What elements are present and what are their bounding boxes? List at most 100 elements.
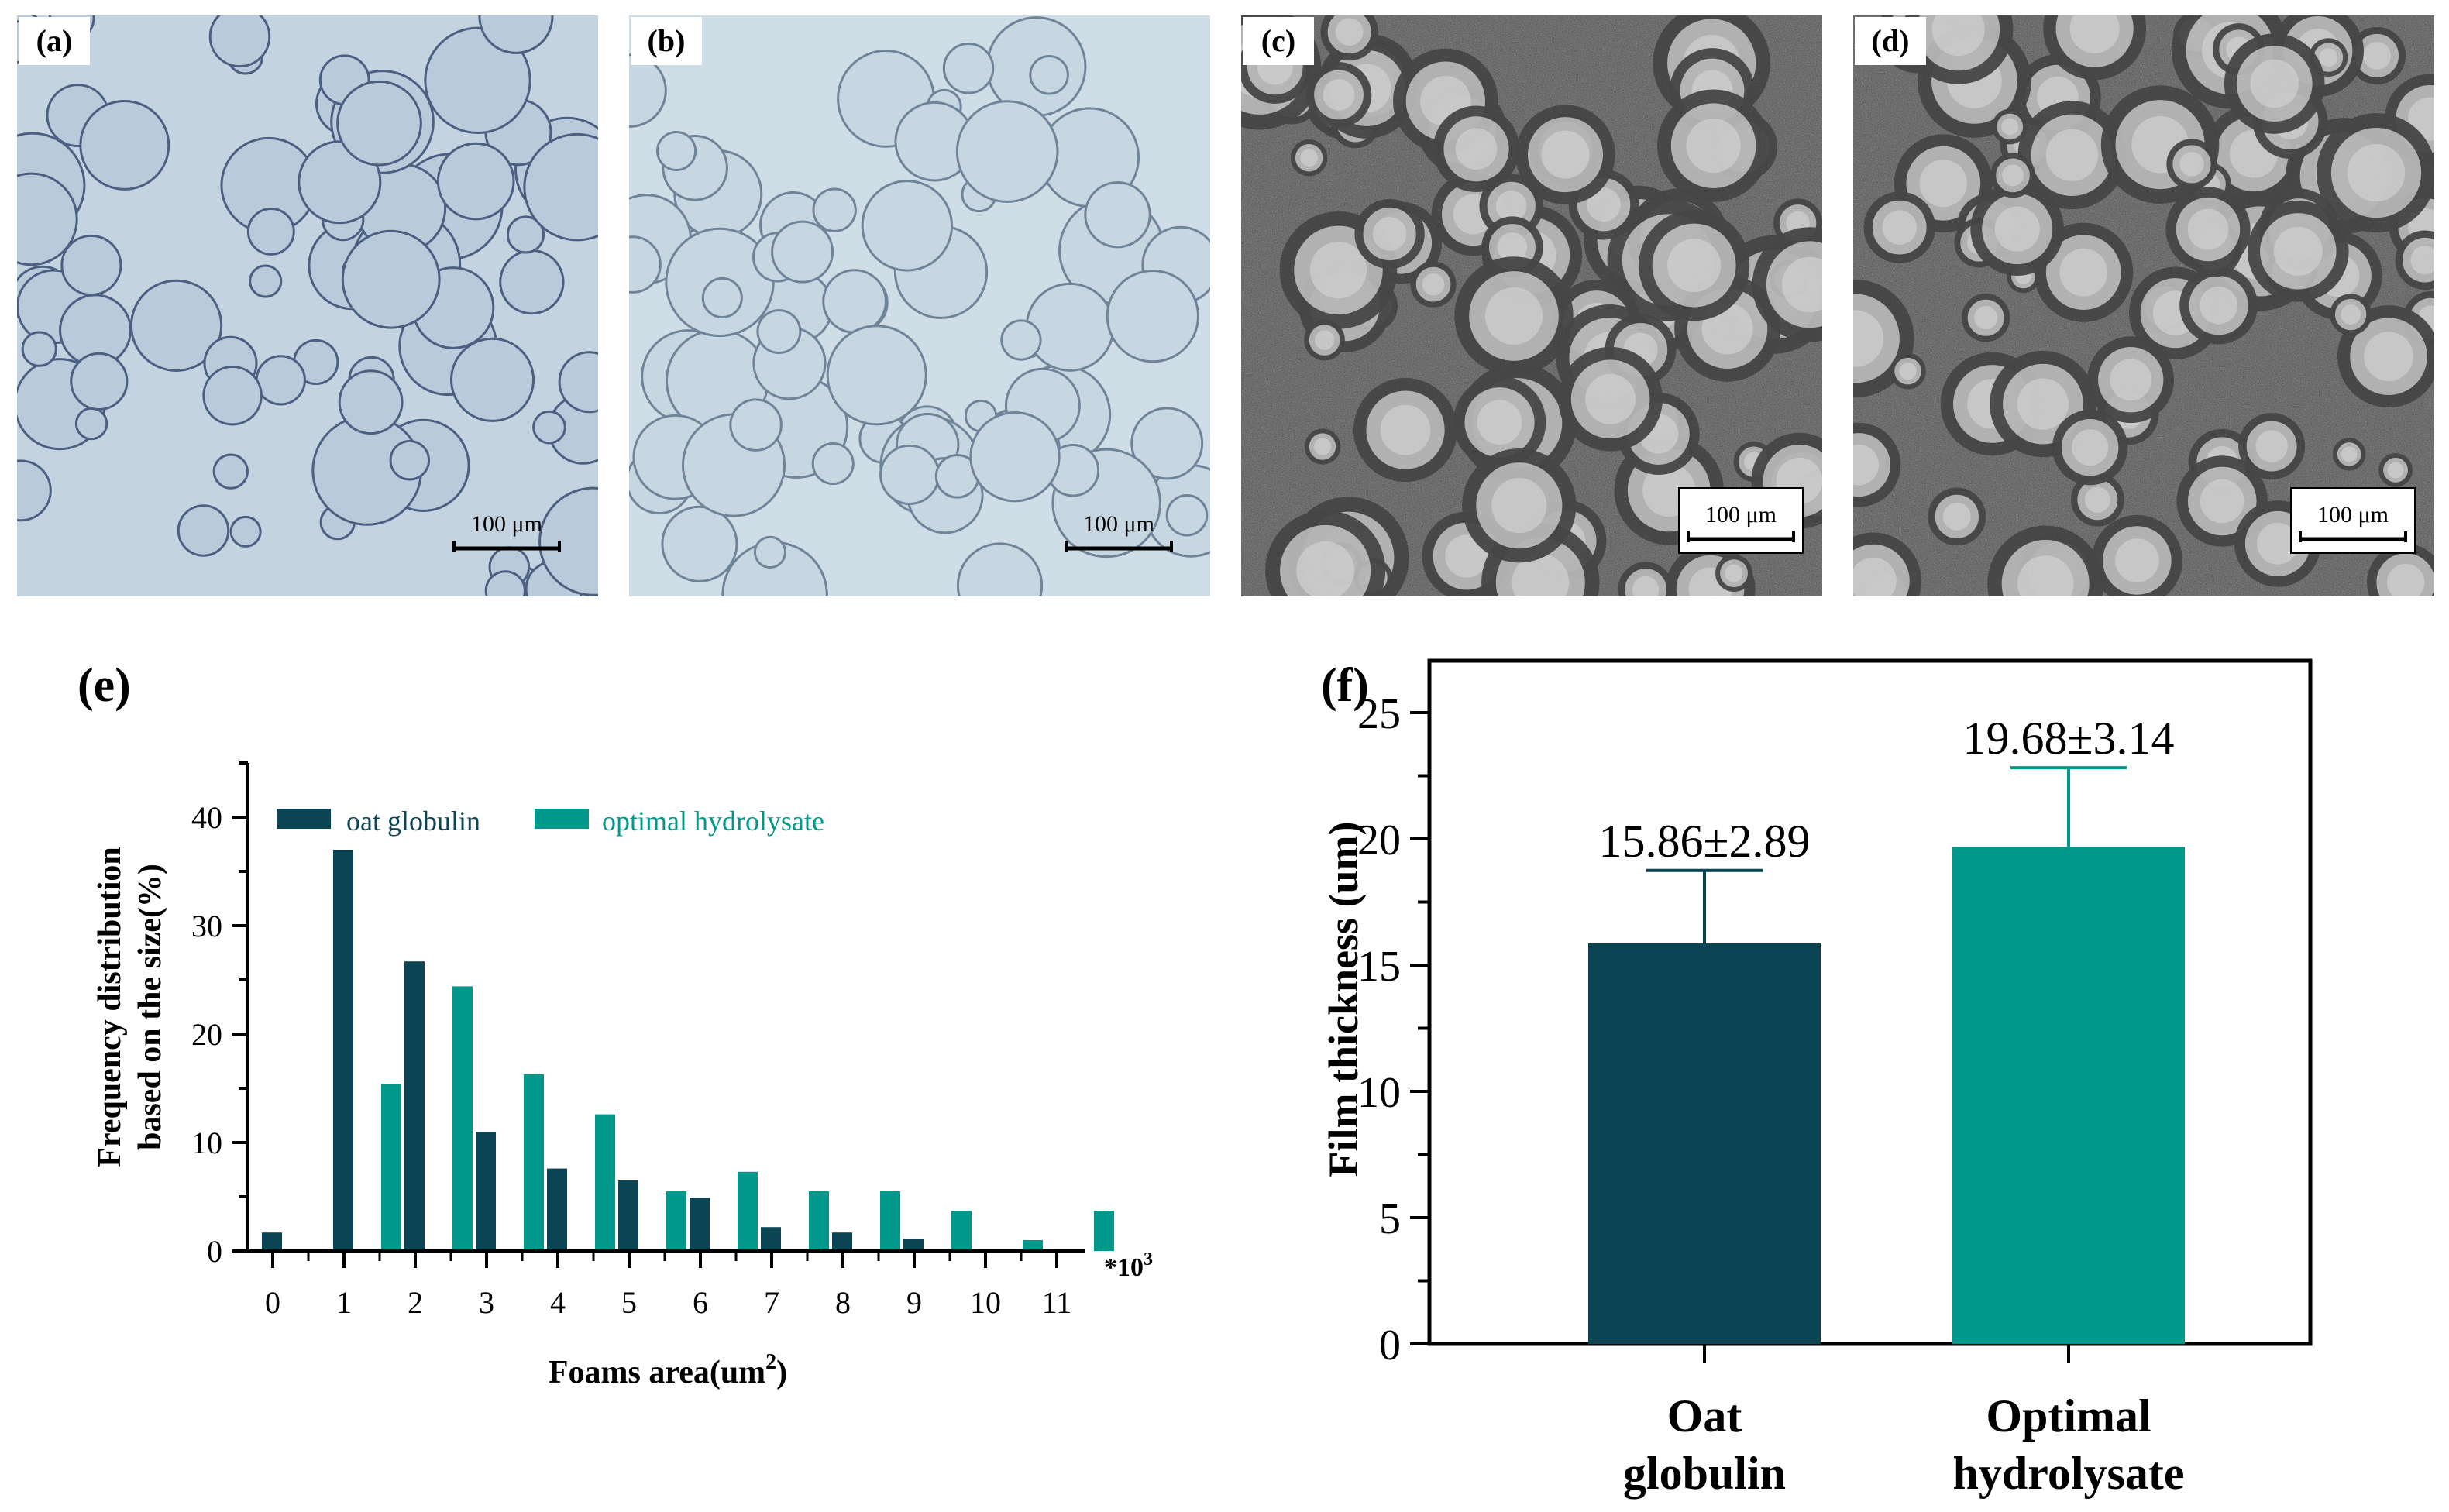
bar-annotation: 19.68±3.14 — [1963, 713, 2175, 764]
bar-optimal-hydrolysate-5 — [666, 1191, 686, 1251]
x-tick-label: 7 — [764, 1285, 779, 1320]
foam-bubble — [1000, 319, 1042, 361]
foam-bubble — [424, 26, 531, 135]
x-tick-label: 11 — [1042, 1285, 1072, 1320]
foam-bubble — [17, 459, 52, 522]
y-tick-label: 20 — [1357, 816, 1401, 864]
bar-oat — [1588, 943, 1821, 1344]
foam-bubble — [756, 309, 802, 354]
size-distribution-chart: (e) 0 10 20 30 40 0 1 2 3 4 5 6 7 8 9 10 11 oat globuli… — [77, 659, 1153, 1390]
foam-bubble — [484, 570, 526, 596]
foam-bubble — [826, 325, 927, 426]
foam-bubble — [74, 407, 108, 441]
foam-bubble — [208, 15, 271, 68]
foam-bubble — [771, 220, 834, 284]
bar-optimal-hydrolysate-3 — [524, 1074, 544, 1251]
foam-bubble — [532, 410, 566, 445]
micrograph-a: (a) 100 μm — [17, 15, 598, 596]
panel-label-box — [19, 17, 90, 65]
foam-bubble — [812, 187, 857, 232]
y-tick-label: 0 — [1379, 1321, 1401, 1369]
micrograph-b: (b) 100 μm — [629, 15, 1210, 596]
scale-bar-label: 100 μm — [471, 511, 542, 537]
foam-bubble — [811, 442, 855, 486]
y-axis-label-line2: based on the size(%) — [132, 864, 168, 1150]
foam-bubble — [822, 269, 887, 334]
bar-optimal-hydrolysate-6 — [738, 1171, 758, 1251]
scale-bar-label: 100 μm — [2317, 502, 2389, 527]
bar-optimal-hydrolysate-1 — [381, 1084, 401, 1251]
foam-bubble — [202, 366, 263, 426]
foam-bubble — [1025, 282, 1115, 372]
foam-bubble — [336, 80, 422, 167]
y-tick-label: 10 — [1357, 1069, 1401, 1117]
foam-bubble — [1165, 493, 1209, 537]
foam-bubble — [436, 142, 515, 221]
x-category-label-line2: hydrolysate — [1953, 1448, 2185, 1499]
foam-bubble — [969, 411, 1061, 503]
legend-swatch-optimal-hydrolysate — [535, 809, 589, 829]
foam-bubble — [1130, 407, 1204, 480]
bar-oat-globulin-0 — [262, 1232, 282, 1251]
bar-oat-globulin-9 — [903, 1239, 924, 1251]
bar-oat-globulin-7 — [761, 1227, 781, 1251]
scale-bar-box — [2290, 487, 2416, 554]
foam-bubble — [955, 100, 1059, 203]
foam-bubble — [499, 249, 565, 315]
legend-swatch-oat-globulin — [277, 809, 331, 829]
foam-bubble — [629, 53, 667, 128]
foam-bubble — [21, 331, 57, 367]
y-tick-label: 0 — [207, 1234, 222, 1269]
foam-bubble — [60, 234, 122, 297]
foam-bubble — [177, 504, 230, 557]
legend-label-optimal-hydrolysate: optimal hydrolysate — [602, 806, 824, 837]
foam-bubble — [79, 100, 170, 191]
foam-bubble — [449, 337, 535, 422]
bar-optimal-hydrolysate-7 — [809, 1191, 829, 1251]
x-tick-label: 9 — [906, 1285, 922, 1320]
x-tick-label: 6 — [693, 1285, 708, 1320]
micrograph-d: (d) 100 μm — [1853, 15, 2434, 596]
foam-bubble — [70, 352, 129, 411]
legend-label-oat-globulin: oat globulin — [346, 806, 480, 837]
panel-label: (b) — [648, 23, 686, 58]
foam-bubble — [338, 369, 404, 435]
y-tick-label: 15 — [1357, 943, 1401, 991]
y-tick-label: 25 — [1357, 690, 1401, 738]
x-tick-label: 3 — [479, 1285, 494, 1320]
scale-bar-label: 100 μm — [1705, 502, 1777, 527]
scale-bar-box — [1678, 487, 1804, 554]
x-multiplier: *103 — [1104, 1249, 1153, 1282]
bar-oat-globulin-1 — [333, 850, 353, 1251]
foam-bubble — [558, 351, 598, 414]
foam-bubble — [753, 535, 787, 569]
x-tick-label: 5 — [621, 1285, 637, 1320]
foam-bubble — [478, 15, 554, 54]
y-tick-label: 20 — [191, 1017, 222, 1052]
foam-bubble — [246, 207, 295, 256]
x-tick-label: 0 — [265, 1285, 280, 1320]
foam-bubble — [389, 439, 431, 481]
foam-bubble — [861, 180, 954, 272]
y-tick-label: 30 — [191, 909, 222, 943]
panel-label-e: (e) — [77, 659, 131, 712]
panel-label: (a) — [36, 23, 73, 58]
bar-optimal-hydrolysate-11 — [1094, 1211, 1114, 1251]
foam-bubble — [249, 264, 283, 298]
y-tick-label: 5 — [1379, 1195, 1401, 1243]
foam-bubble — [629, 235, 662, 294]
legend: oat globulin optimal hydrolysate — [277, 806, 824, 837]
x-category-label-line1: Oat — [1667, 1390, 1742, 1442]
foam-bubble — [942, 42, 995, 94]
bar-oat-globulin-8 — [832, 1232, 852, 1251]
x-tick-label: 2 — [408, 1285, 423, 1320]
x-tick-label: 1 — [336, 1285, 352, 1320]
foam-bubble — [212, 453, 249, 490]
panel-label: (d) — [1872, 23, 1910, 58]
bar-optimal — [1952, 847, 2185, 1344]
bar-oat-globulin-3 — [476, 1132, 496, 1251]
bar-optimal-hydrolysate-4 — [595, 1114, 615, 1251]
x-tick-label: 8 — [835, 1285, 851, 1320]
foam-bubble — [1106, 269, 1199, 363]
